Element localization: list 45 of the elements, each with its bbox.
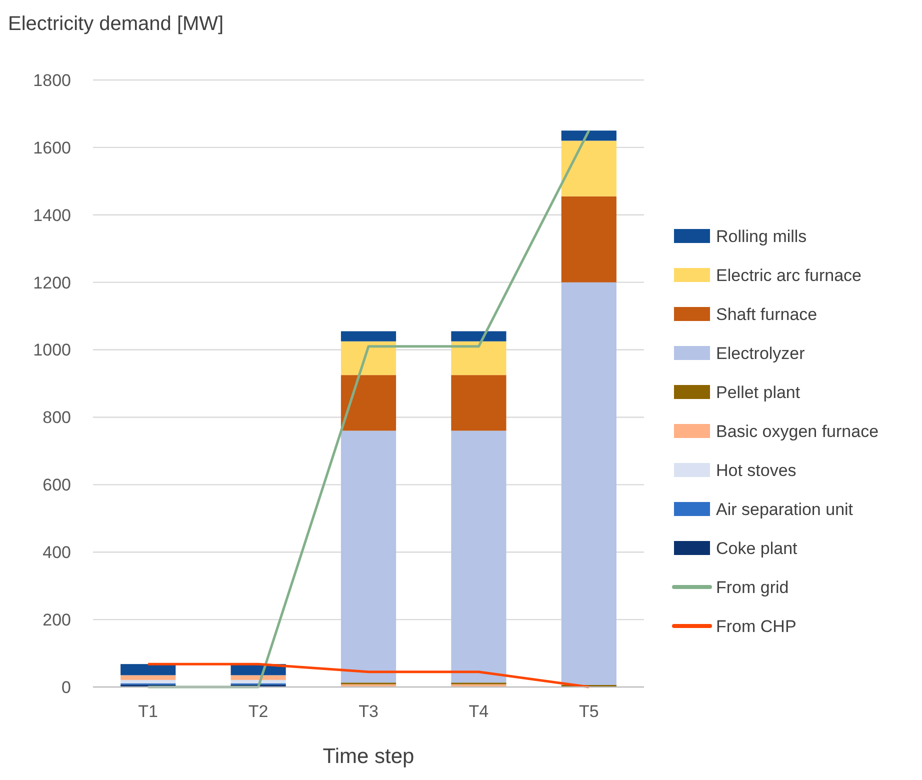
y-tick-label: 1200 [33, 273, 71, 292]
y-axis-title: Electricity demand [MW] [8, 13, 224, 35]
bar [451, 375, 506, 431]
bar [120, 680, 176, 684]
bar [561, 130, 616, 141]
legend-label: Electrolyzer [716, 344, 806, 363]
bar [561, 196, 616, 282]
bar [451, 430, 506, 683]
y-tick-label: 200 [42, 610, 71, 630]
y-tick-label: 1400 [33, 206, 71, 225]
y-tick-label: 1000 [33, 340, 71, 360]
x-tick-label: T3 [358, 702, 378, 721]
legend-label: Pellet plant [716, 382, 800, 402]
legend-label: From CHP [716, 616, 796, 636]
legend-label: Coke plant [716, 538, 798, 558]
legend-label: Basic oxygen furnace [716, 422, 879, 441]
bar [561, 140, 616, 196]
y-tick-label: 1800 [33, 70, 71, 90]
legend-label: Shaft furnace [716, 304, 818, 324]
legend-label: From grid [716, 578, 789, 597]
bar [230, 680, 286, 684]
y-tick-label: 0 [62, 678, 71, 697]
x-tick-label: T5 [578, 702, 599, 721]
bar [120, 664, 176, 676]
bar [340, 341, 396, 376]
legend-label: Electric arc furnace [716, 266, 862, 285]
y-tick-label: 600 [42, 476, 71, 495]
legend-label: Hot stoves [716, 460, 796, 480]
x-axis-title: Time step [322, 745, 414, 768]
x-tick-label: T1 [138, 702, 158, 721]
legend-label: Air separation unit [716, 500, 854, 519]
bar [340, 375, 396, 431]
bar [451, 331, 506, 342]
y-tick-label: 800 [42, 408, 71, 428]
y-tick-label: 1600 [33, 138, 71, 158]
bar [561, 282, 616, 685]
bar [451, 341, 506, 376]
x-tick-label: T4 [468, 702, 489, 721]
bar [120, 675, 176, 680]
x-tick-label: T2 [248, 702, 268, 721]
y-tick-label: 400 [42, 543, 71, 562]
bar [340, 430, 396, 683]
bar [230, 675, 286, 680]
legend-label: Rolling mills [716, 226, 807, 246]
bar [340, 331, 396, 342]
